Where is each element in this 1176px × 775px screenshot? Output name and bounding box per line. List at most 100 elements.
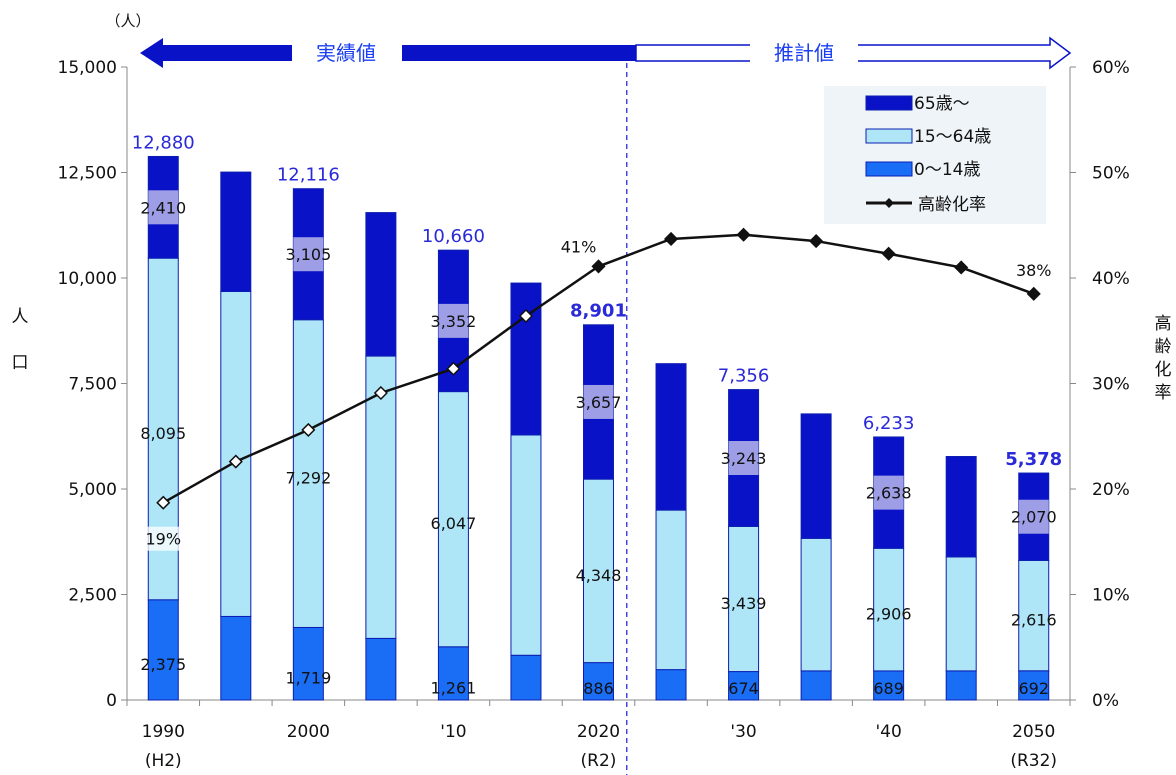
legend-swatch-young	[865, 161, 913, 177]
left-tick-label: 5,000	[68, 480, 117, 500]
aging-rate-marker	[373, 385, 388, 401]
right-axis-title-char3: 化	[1155, 360, 1172, 380]
elderly-value-label: 3,657	[576, 393, 622, 412]
bar-segment-young	[800, 670, 832, 701]
actual-banner-bg	[292, 38, 402, 68]
elderly-label-bg	[148, 190, 179, 225]
projected-banner-bg	[750, 38, 858, 68]
aging-rate-marker	[736, 227, 751, 242]
right-axis-title-char1: 高	[1155, 314, 1172, 334]
x-tick-sublabel: (R2)	[581, 751, 617, 771]
right-axis-title-char4: 率	[1155, 383, 1172, 403]
bar-segment-young	[220, 615, 252, 701]
young-value-label: 886	[583, 679, 614, 698]
young-value-label: 2,375	[140, 655, 186, 674]
aging-rate-marker	[1026, 286, 1041, 301]
banner: 実績値 推計値	[140, 36, 1072, 70]
young-value-label: 674	[728, 679, 759, 698]
bar-segment-young	[583, 662, 614, 701]
bar-segment-working	[510, 434, 542, 656]
left-axis-title-char2: 口	[12, 353, 29, 373]
total-value-label: 10,660	[422, 226, 485, 247]
working-value-label: 4,348	[576, 566, 622, 585]
total-value-label: 5,378	[1005, 449, 1062, 470]
right-tick-label: 40%	[1092, 269, 1130, 289]
young-value-label: 689	[873, 679, 904, 698]
right-tick-label: 60%	[1092, 58, 1130, 78]
left-tick-label: 2,500	[68, 586, 117, 606]
left-tick-label: 12,500	[58, 164, 117, 184]
x-tick-sublabel: (R32)	[1010, 751, 1057, 771]
legend-label-young: 0〜14歳	[914, 160, 980, 180]
young-value-label: 692	[1018, 679, 1049, 698]
bars	[147, 155, 1050, 701]
aging-rate-marker	[228, 454, 243, 469]
elderly-value-label: 2,638	[866, 484, 912, 503]
x-tick-label: '30	[730, 722, 756, 742]
bar-segment-working	[873, 547, 905, 672]
total-value-label: 8,901	[570, 300, 627, 321]
aging-rate-marker	[591, 259, 606, 274]
bar-segment-elderly	[945, 456, 977, 558]
left-tick-label: 10,000	[58, 269, 117, 289]
aging-rate-marker	[809, 234, 824, 249]
elderly-label-bg	[1018, 499, 1049, 534]
bar-segment-working	[437, 391, 469, 648]
elderly-label-bg	[873, 475, 904, 510]
right-tick-label: 50%	[1092, 164, 1130, 184]
bar-segment-working	[1018, 559, 1050, 672]
bar-segment-elderly	[510, 282, 542, 436]
right-tick-label: 10%	[1092, 586, 1130, 606]
bar-segment-elderly	[655, 363, 687, 511]
aging-rate-marker	[446, 361, 461, 376]
bar-segment-young	[655, 669, 687, 701]
legend-line-marker	[884, 198, 894, 208]
left-tick-label: 0	[106, 691, 117, 711]
bar-segment-elderly	[800, 413, 832, 539]
elderly-label-bg	[583, 384, 614, 419]
bar-segment-young	[510, 654, 542, 701]
x-tick-label: 2000	[287, 722, 330, 742]
actual-banner-text: 実績値	[316, 41, 376, 65]
elderly-value-label: 3,243	[721, 449, 767, 468]
bar-segment-working	[583, 478, 614, 664]
elderly-value-label: 2,410	[140, 198, 186, 217]
rate-value-label: 38%	[1016, 261, 1052, 280]
x-tick-sublabel: (H2)	[145, 751, 182, 771]
elderly-value-label: 3,352	[431, 312, 477, 331]
aging-rate-marker	[156, 495, 171, 510]
x-tick-label: 2020	[577, 722, 620, 742]
bar-segment-young	[945, 670, 977, 701]
aging-rate-marker	[881, 246, 896, 261]
bar-segment-working	[292, 319, 324, 628]
bar-segment-working	[728, 525, 760, 673]
elderly-value-label: 2,070	[1011, 508, 1057, 527]
total-value-label: 12,116	[277, 165, 340, 186]
aging-rate-marker	[518, 308, 534, 324]
elderly-value-label: 3,105	[285, 245, 331, 264]
legend-box	[824, 86, 1046, 224]
bar-segment-young	[1018, 670, 1050, 701]
bar-segment-working	[945, 556, 977, 672]
elderly-label-bg	[438, 303, 469, 338]
legend-swatch-working	[865, 128, 913, 144]
left-tick-label: 15,000	[58, 58, 117, 78]
aging-rate-line-layer: 19% 41% 38%	[141, 227, 1052, 551]
bar-segment-elderly	[365, 212, 397, 357]
right-tick-label: 20%	[1092, 480, 1130, 500]
working-value-label: 2,906	[866, 605, 912, 624]
working-value-label: 7,292	[285, 469, 331, 488]
bar-segment-young	[292, 626, 324, 701]
rate-value-label: 19%	[145, 530, 181, 549]
working-value-label: 6,047	[431, 514, 477, 533]
left-axis-unit: （人）	[105, 12, 150, 30]
bar-segment-young	[437, 646, 469, 701]
axes: 0 2,500 5,000 7,500 10,000 12,500 15,000 0% 10% 2…	[58, 58, 1130, 771]
right-axis-title-char2: 齢	[1155, 337, 1172, 357]
rate-label-bg	[141, 526, 186, 551]
left-axis-title-char1: 人	[12, 307, 29, 327]
bar-segment-working	[365, 355, 397, 639]
working-value-label: 8,095	[140, 424, 186, 443]
x-tick-label: 1990	[142, 722, 185, 742]
elderly-label-bg	[728, 441, 759, 476]
